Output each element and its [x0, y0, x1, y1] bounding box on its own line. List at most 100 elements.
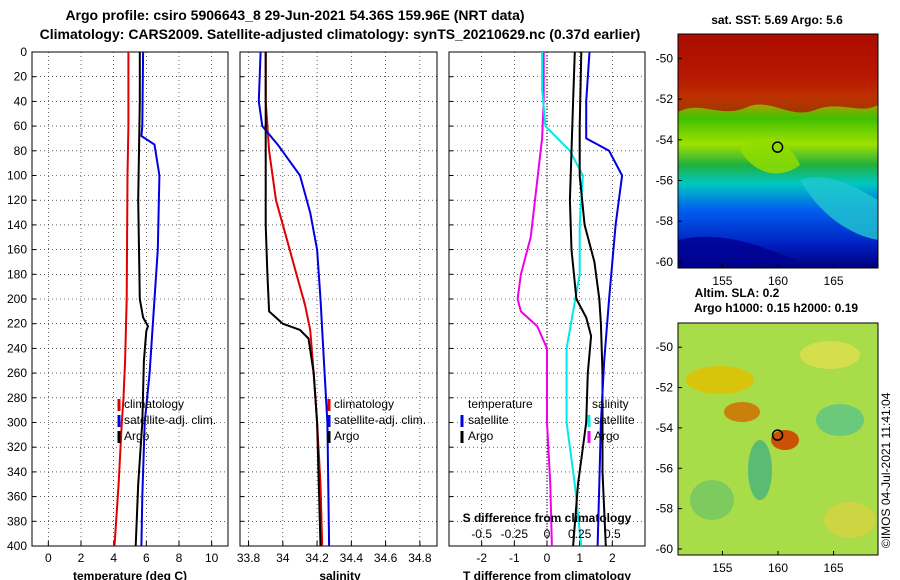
lon-tick-label: 155: [712, 274, 732, 288]
s-tick-label: -0.5: [471, 527, 492, 541]
x-tick-label: -1: [509, 551, 520, 565]
depth-tick-label: 180: [7, 267, 27, 281]
temperature-axis-ticks: 0 2 4 6 8 10: [45, 541, 219, 565]
s-difference-axis-label: S difference from climatology: [463, 511, 632, 525]
depth-tick-label: 60: [14, 119, 28, 133]
legend-label-climatology: climatology: [334, 397, 394, 411]
t-difference-axis-ticks: -2 -1 0 1 2: [476, 541, 616, 565]
s-tick-label: -0.25: [501, 527, 529, 541]
legend-label-sal-argo: Argo: [594, 429, 620, 443]
lat-tick-label: -56: [656, 174, 674, 188]
x-tick-label: 34.4: [340, 551, 364, 565]
sst-map-panel: sat. SST: 5.69 Argo: 5.6 -50 -52 -54 -56 -58…: [656, 13, 879, 288]
legend-label-argo: Argo: [334, 429, 360, 443]
temperature-panel: 0204060801001201401601802002202402602803…: [7, 45, 229, 580]
x-tick-label: 2: [609, 551, 616, 565]
legend-label-satellite-adj: satellite-adj. clim.: [334, 413, 426, 427]
depth-tick-label: 140: [7, 218, 27, 232]
legend-label-argo: Argo: [124, 429, 150, 443]
legend-label-temp-satellite: satellite: [468, 413, 509, 427]
series-line-temperature-argo: [568, 51, 593, 547]
sst-front-region: [740, 139, 800, 174]
x-tick-label: 10: [205, 551, 219, 565]
series-line-salinity-satellite: [541, 52, 584, 547]
sla-high-core: [724, 402, 760, 422]
sst-cold-region: [678, 236, 800, 268]
lat-tick-label: -56: [656, 461, 674, 475]
lat-tick-label: -52: [656, 381, 674, 395]
depth-tick-label: 220: [7, 317, 27, 331]
series-line-satellite-adj-clim-: [257, 51, 331, 547]
legend-title-temperature: temperature: [468, 397, 533, 411]
s-tick-label: 0.25: [568, 527, 592, 541]
lat-tick-label: -58: [656, 502, 674, 516]
series-line-climatology: [113, 52, 130, 547]
difference-series: [516, 51, 624, 547]
sla-mid-region-south: [824, 502, 876, 538]
sla-heatmap: [678, 323, 878, 555]
lon-tick-label: 165: [824, 561, 844, 575]
depth-tick-label: 300: [7, 416, 27, 430]
series-line-argo-trace: [585, 51, 624, 547]
salinity-axis-label: salinity: [319, 569, 361, 580]
sla-map-subtitle: Argo h1000: 0.15 h2000: 0.19: [694, 301, 858, 315]
imos-watermark: ©IMOS 04-Jul-2021 11:41:04: [879, 392, 893, 548]
x-tick-label: 8: [176, 551, 183, 565]
depth-tick-label: 40: [14, 94, 28, 108]
salinity-panel: 33.8 34 34.2 34.4 34.6 34.8 salinity climatol…: [237, 51, 438, 580]
difference-grid: [449, 51, 645, 547]
sst-map-title: sat. SST: 5.69 Argo: 5.6: [711, 13, 843, 27]
depth-tick-label: 200: [7, 292, 27, 306]
depth-tick-label: 120: [7, 193, 27, 207]
difference-panel: -2 -1 0 1 2 S difference from climatology -0…: [448, 51, 646, 580]
lon-tick-label: 155: [712, 561, 732, 575]
legend-label-temp-argo: Argo: [468, 429, 494, 443]
depth-axis-ticks: 0 20 40 60 80 100 120 140 160 180 200 220 240 260 280 3…: [7, 45, 27, 553]
x-tick-label: 34.8: [408, 551, 432, 565]
x-tick-label: 2: [78, 551, 85, 565]
series-line-argo: [134, 52, 149, 547]
argo-position-marker: [771, 429, 784, 441]
sla-mid-region: [800, 341, 860, 369]
sla-high-region: [686, 366, 754, 394]
salinity-grid: [240, 51, 437, 547]
series-line-temperature-satellite: [516, 52, 553, 547]
s-tick-label: 0: [544, 527, 551, 541]
series-line-argo: [264, 52, 322, 547]
sla-low-region: [748, 440, 772, 500]
sst-cool-tongue: [800, 177, 878, 240]
sst-warm-region: [678, 34, 878, 113]
x-tick-label: 34.6: [374, 551, 398, 565]
depth-tick-label: 240: [7, 341, 27, 355]
x-tick-label: -2: [476, 551, 487, 565]
x-tick-label: 6: [143, 551, 150, 565]
sla-eddy-core: [771, 430, 799, 450]
salinity-axis-ticks: 33.8 34 34.2 34.4 34.6 34.8: [237, 541, 432, 565]
depth-tick-label: 340: [7, 465, 27, 479]
depth-tick-label: 80: [14, 144, 28, 158]
sst-map-axes: -50 -52 -54 -56 -58 -60 155 160 165: [656, 51, 844, 288]
lat-tick-label: -50: [656, 51, 674, 65]
lat-tick-label: -54: [656, 421, 674, 435]
lon-tick-label: 160: [768, 274, 788, 288]
lon-tick-label: 165: [824, 274, 844, 288]
legend-label-satellite-adj: satellite-adj. clim.: [124, 413, 216, 427]
t-difference-axis-label: T difference from climatology: [463, 569, 631, 580]
lat-tick-label: -60: [656, 255, 674, 269]
sla-low-region-west: [690, 480, 734, 520]
x-tick-label: 34: [276, 551, 290, 565]
temperature-plot-frame: [31, 51, 229, 547]
x-tick-label: 0: [544, 551, 551, 565]
lon-tick-label: 160: [768, 561, 788, 575]
sla-map-axes: -50 -52 -54 -56 -58 -60 155 160 165: [656, 340, 844, 575]
depth-tick-label: 20: [14, 70, 28, 84]
x-tick-label: 1: [576, 551, 583, 565]
depth-tick-label: 100: [7, 169, 27, 183]
s-difference-axis-ticks: -0.5 -0.25 0 0.25 0.5: [471, 527, 621, 541]
legend-label-climatology: climatology: [124, 397, 184, 411]
temperature-axis-label: temperature (deg C): [73, 569, 187, 580]
lat-tick-label: -54: [656, 133, 674, 147]
difference-legend: temperature satellite Argo salinity sate…: [460, 397, 635, 443]
legend-title-salinity: salinity: [592, 397, 629, 411]
